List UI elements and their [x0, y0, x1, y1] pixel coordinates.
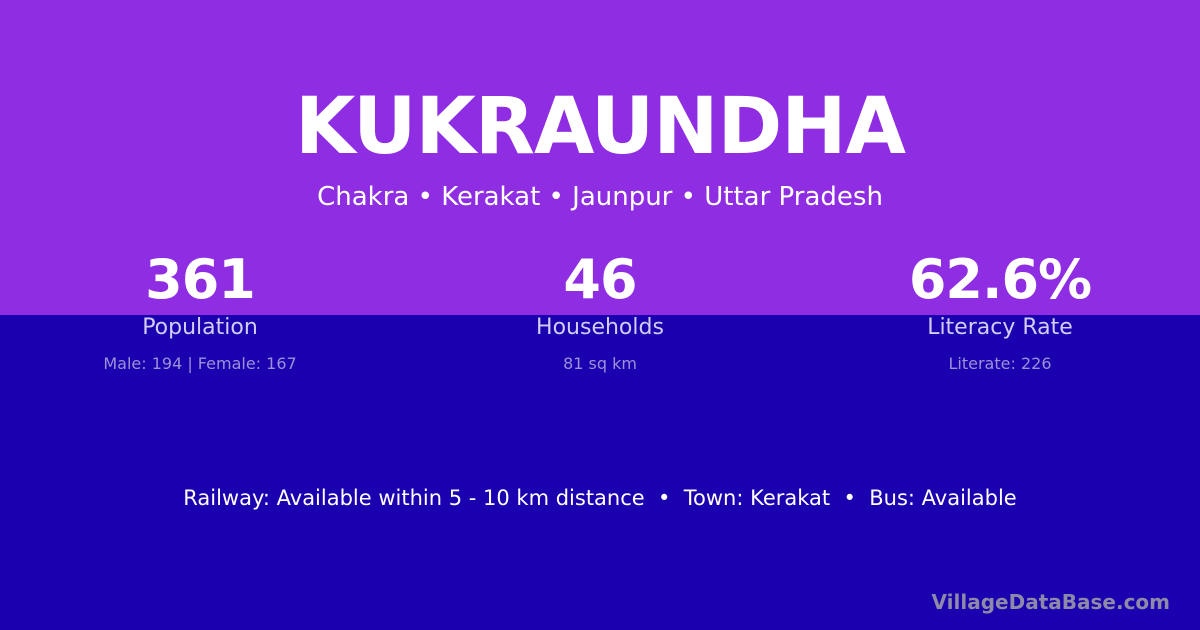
village-title: KUKRAUNDHA	[295, 82, 906, 172]
stat-detail: 81 sq km	[563, 354, 637, 373]
stat-label: Literacy Rate	[927, 315, 1073, 340]
stat-value: 46	[563, 248, 637, 311]
stat-detail: Male: 194 | Female: 167	[103, 354, 297, 373]
amenities-info: Railway: Available within 5 - 10 km dist…	[183, 486, 1017, 510]
stat-detail: Literate: 226	[948, 354, 1052, 373]
stat-label: Households	[536, 315, 664, 340]
header-band	[0, 0, 1200, 315]
stat-households: 46 Households 81 sq km	[400, 248, 800, 373]
stat-population: 361 Population Male: 194 | Female: 167	[0, 248, 400, 373]
stat-value: 361	[145, 248, 256, 311]
stat-label: Population	[142, 315, 258, 340]
stat-value: 62.6%	[908, 248, 1092, 311]
brand-watermark: VillageDataBase.com	[931, 590, 1170, 614]
location-breadcrumb: Chakra • Kerakat • Jaunpur • Uttar Prade…	[317, 182, 883, 212]
stat-literacy: 62.6% Literacy Rate Literate: 226	[800, 248, 1200, 373]
